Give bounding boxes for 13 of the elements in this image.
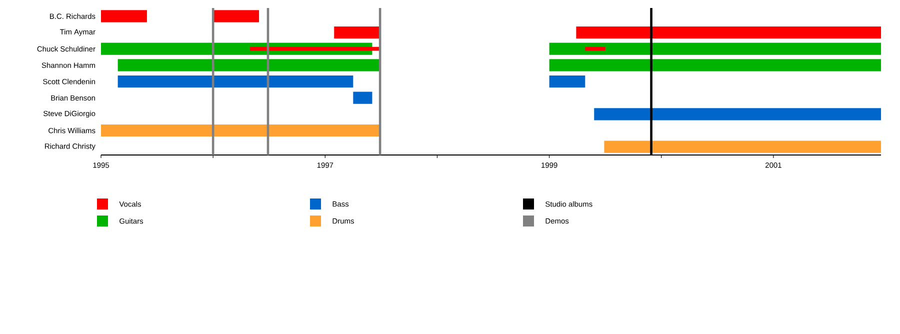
bar (549, 75, 586, 88)
bar (604, 140, 882, 153)
bar (101, 10, 147, 22)
bar (334, 26, 380, 39)
bar (576, 26, 882, 39)
bar (101, 124, 380, 137)
bar (594, 108, 882, 120)
bar (213, 10, 260, 22)
bar (118, 75, 354, 88)
bar (549, 42, 882, 55)
bar (549, 59, 882, 72)
bar (353, 92, 372, 104)
bar (118, 59, 380, 72)
